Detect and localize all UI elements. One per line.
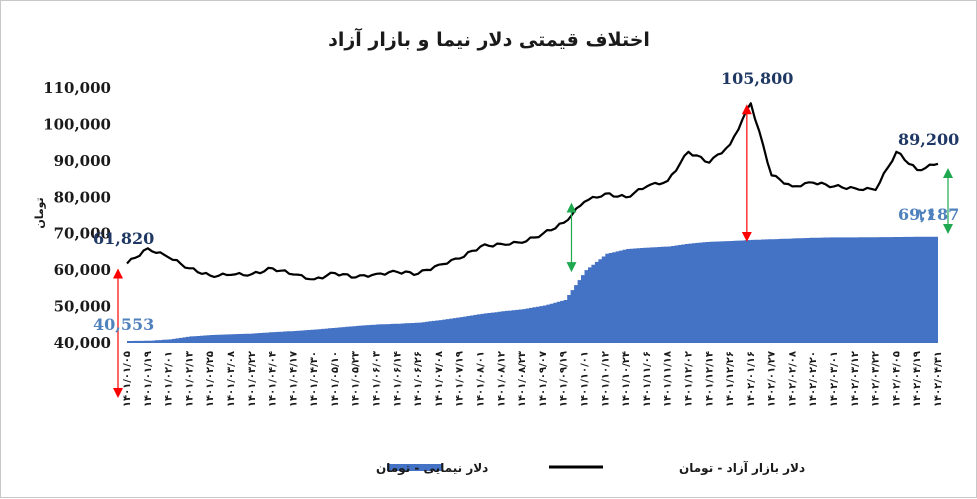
legend-label-nima: دلار نیمایی - تومان xyxy=(376,461,488,476)
x-tick-label: ۱۴۰۱/۱۱/۰۶ xyxy=(642,351,653,407)
x-tick-label: ۱۴۰۱/۰۸/۲۳ xyxy=(517,351,528,407)
free-peak-label: 105,800 xyxy=(721,69,793,88)
x-tick-label: ۱۴۰۱/۰۱/۰۵ xyxy=(122,351,133,407)
legend: دلار نیمایی - تومان دلار بازار آزاد - تو… xyxy=(376,460,805,476)
nima-end-label: 69,187 xyxy=(898,205,959,224)
nima-rate-area xyxy=(127,236,938,343)
chart-title: اختلاف قیمتی دلار نیما و بازار آزاد xyxy=(328,27,650,51)
x-tick-label: ۱۴۰۲/۰۳/۰۱ xyxy=(829,351,840,407)
x-tick-label: ۱۴۰۲/۰۲/۲۰ xyxy=(808,351,819,407)
x-tick-label: ۱۴۰۱/۱۲/۱۴ xyxy=(704,351,715,407)
x-tick-label: ۱۴۰۱/۱۰/۱۲ xyxy=(600,351,611,407)
x-axis-ticks: ۱۴۰۱/۰۱/۰۵ ۱۴۰۱/۰۱/۱۹ ۱۴۰۱/۰۲/۰۱ ۱۴۰۱/۰۲/۱۳… xyxy=(122,351,944,407)
free-end-label: 89,200 xyxy=(898,130,959,149)
x-tick-label: ۱۴۰۱/۰۲/۲۵ xyxy=(205,351,216,407)
y-tick-label: 40,000 xyxy=(54,334,111,352)
x-tick-label: ۱۴۰۱/۰۹/۰۷ xyxy=(538,351,549,407)
x-tick-label: ۱۴۰۱/۰۸/۱۲ xyxy=(496,351,507,407)
x-tick-label: ۱۴۰۱/۰۶/۰۳ xyxy=(372,351,383,407)
x-tick-label: ۱۴۰۱/۱۱/۱۸ xyxy=(663,351,674,407)
x-tick-label: ۱۴۰۲/۰۴/۰۵ xyxy=(891,351,902,407)
nima-end-overlap-label: ۲۶ xyxy=(918,205,935,224)
nima-start-label: 40,553 xyxy=(93,315,154,334)
x-tick-label: ۱۴۰۲/۰۱/۱۶ xyxy=(746,351,757,407)
x-tick-label: ۱۴۰۱/۰۴/۱۷ xyxy=(288,351,299,407)
x-tick-label: ۱۴۰۱/۰۷/۰۸ xyxy=(434,351,445,407)
y-tick-label: 110,000 xyxy=(43,79,111,97)
x-tick-label: ۱۴۰۲/۰۲/۰۸ xyxy=(787,351,798,407)
y-tick-label: 60,000 xyxy=(54,261,111,279)
x-tick-label: ۱۴۰۱/۰۹/۱۹ xyxy=(559,351,570,407)
x-tick-label: ۱۴۰۱/۰۵/۱۰ xyxy=(330,351,341,407)
free-start-label: 61,820 xyxy=(93,229,154,248)
x-tick-label: ۱۴۰۲/۰۱/۲۷ xyxy=(767,351,778,407)
y-tick-label: 50,000 xyxy=(54,298,111,316)
x-tick-label: ۱۴۰۱/۰۶/۲۶ xyxy=(413,351,424,407)
x-tick-label: ۱۴۰۱/۰۳/۲۲ xyxy=(247,351,258,407)
x-tick-label: ۱۴۰۱/۱۰/۰۱ xyxy=(579,351,590,407)
x-tick-label: ۱۴۰۱/۰۳/۰۸ xyxy=(226,351,237,407)
free-market-rate-line xyxy=(126,102,939,281)
y-tick-label: 90,000 xyxy=(54,152,111,170)
legend-label-free: دلار بازار آزاد - تومان xyxy=(679,460,805,476)
x-tick-label: ۱۴۰۱/۱۰/۲۴ xyxy=(621,351,632,407)
x-tick-label: ۱۴۰۱/۰۲/۱۳ xyxy=(184,351,195,407)
x-tick-label: ۱۴۰۱/۰۷/۱۹ xyxy=(455,351,466,407)
x-tick-label: ۱۴۰۲/۰۴/۱۹ xyxy=(912,351,923,407)
x-tick-label: ۱۴۰۲/۰۳/۱۲ xyxy=(850,351,861,407)
x-tick-label: ۱۴۰۱/۰۶/۱۴ xyxy=(392,351,403,407)
x-tick-label: ۱۴۰۱/۱۲/۲۶ xyxy=(725,351,736,407)
x-tick-label: ۱۴۰۱/۰۲/۰۱ xyxy=(164,351,175,407)
x-tick-label: ۱۴۰۱/۰۱/۱۹ xyxy=(143,351,154,407)
x-tick-label: ۱۴۰۱/۰۸/۰۱ xyxy=(476,351,487,407)
y-tick-label: 70,000 xyxy=(54,225,111,243)
y-tick-label: 80,000 xyxy=(54,188,111,206)
x-tick-label: ۱۴۰۱/۰۵/۲۳ xyxy=(351,351,362,407)
legend-swatch-nima xyxy=(387,464,443,471)
x-tick-label: ۱۴۰۱/۰۴/۰۴ xyxy=(268,351,279,407)
y-axis-ticks: 40,000 50,000 60,000 70,000 80,000 90,000 100,… xyxy=(43,79,111,352)
x-tick-label: ۱۴۰۱/۱۲/۰۲ xyxy=(683,351,694,407)
y-tick-label: 100,000 xyxy=(43,115,111,133)
x-tick-label: ۱۴۰۲/۰۳/۲۲ xyxy=(871,351,882,407)
x-tick-label: ۱۴۰۱/۰۴/۳۰ xyxy=(309,351,320,407)
x-tick-label: ۱۴۰۲/۰۴/۳۱ xyxy=(933,351,944,407)
y-axis-label: تومان xyxy=(33,197,46,228)
